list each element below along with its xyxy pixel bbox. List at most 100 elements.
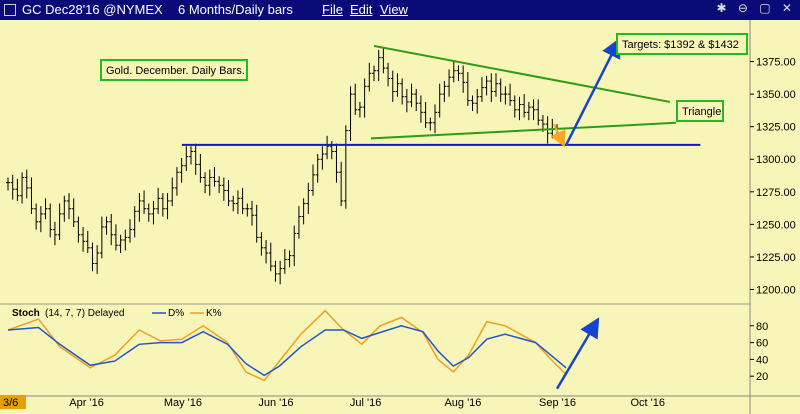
price-bar xyxy=(113,224,118,251)
price-bar xyxy=(343,125,348,209)
annotation-gold: Gold. December. Daily Bars. xyxy=(100,59,248,81)
price-bar xyxy=(128,219,132,243)
price-bar xyxy=(235,190,240,214)
price-bar xyxy=(71,198,76,227)
price-bar xyxy=(348,86,353,142)
time-tick-label: Aug '16 xyxy=(444,397,481,409)
price-bar xyxy=(43,198,48,220)
price-bar xyxy=(404,88,409,113)
price-bar xyxy=(170,177,175,207)
breakdown-arrow xyxy=(550,123,566,148)
time-tick-label: Apr '16 xyxy=(69,397,104,409)
price-bar xyxy=(76,216,81,243)
menu-file[interactable]: File xyxy=(322,2,343,17)
price-tick-label: 1275.00 xyxy=(756,187,796,199)
menu-view[interactable]: View xyxy=(380,2,408,17)
price-bar xyxy=(184,146,189,171)
time-tick-label: 3/6 xyxy=(3,397,18,409)
price-bar xyxy=(381,47,386,74)
price-tick-label: 1300.00 xyxy=(756,154,796,166)
annotation-gold-text: Gold. December. Daily Bars. xyxy=(106,65,245,77)
stoch-name: Stoch xyxy=(12,308,40,319)
price-bar xyxy=(428,117,433,131)
stoch-tick-label: 80 xyxy=(756,321,768,333)
price-bar xyxy=(198,154,203,183)
chart-title[interactable]: GC Dec28'16 @NYMEX xyxy=(22,2,163,17)
price-bar xyxy=(503,86,508,105)
price-bar xyxy=(400,78,405,105)
window-controls[interactable]: ✱ ⊖ ▢ ✕ xyxy=(716,1,796,15)
price-bar xyxy=(418,95,423,123)
price-chart: Stoch (14, 7, 7) Delayed D% K% 1200.00 1225.… xyxy=(0,20,800,414)
annotation-targets-frame xyxy=(616,33,748,55)
overlays: Gold. December. Daily Bars. Targets: $139… xyxy=(100,33,748,148)
price-bar xyxy=(296,206,301,239)
price-bar xyxy=(85,230,90,254)
price-bar xyxy=(221,177,226,201)
price-bar xyxy=(465,71,470,106)
price-bar xyxy=(254,204,259,243)
menu-edit[interactable]: Edit xyxy=(350,2,373,17)
price-bar xyxy=(390,70,395,102)
price-bar xyxy=(104,216,109,235)
price-bar xyxy=(329,141,334,160)
time-tick-label: Jul '16 xyxy=(350,397,381,409)
price-bar xyxy=(489,73,494,102)
stoch-tick-label: 60 xyxy=(756,338,768,350)
annotation-targets: Targets: $1392 & $1432 xyxy=(616,33,748,55)
price-bar xyxy=(123,229,128,251)
annotation-targets-text: Targets: $1392 & $1432 xyxy=(622,39,739,51)
price-bar xyxy=(306,182,311,214)
price-tick-label: 1200.00 xyxy=(756,284,796,296)
window-icon[interactable] xyxy=(4,4,16,16)
price-bar xyxy=(142,190,147,214)
price-bar xyxy=(357,101,362,118)
price-bar xyxy=(353,83,358,115)
price-bar xyxy=(522,94,527,118)
price-bar xyxy=(264,239,269,264)
price-bar xyxy=(320,146,325,170)
price-bar xyxy=(362,78,367,118)
price-bar xyxy=(536,99,541,126)
price-bar xyxy=(90,242,95,272)
price-bar xyxy=(479,77,484,102)
price-bar xyxy=(494,73,498,97)
price-bar xyxy=(442,81,447,102)
price-bar xyxy=(470,95,475,112)
price-bar xyxy=(259,232,264,256)
annotation-triangle-text: Triangle xyxy=(682,106,721,118)
price-bar xyxy=(189,146,193,165)
price-bar xyxy=(146,203,151,222)
date-cursor-box xyxy=(0,395,26,409)
price-panel xyxy=(6,47,559,285)
price-bar xyxy=(179,157,184,183)
price-bar xyxy=(10,174,15,200)
price-bar xyxy=(451,60,456,83)
timeframe-label[interactable]: 6 Months/Daily bars xyxy=(178,2,293,17)
price-bar xyxy=(132,206,137,238)
price-bar xyxy=(461,65,466,93)
price-bar xyxy=(437,83,442,118)
d-legend-label: D% xyxy=(168,308,184,319)
price-bar xyxy=(409,83,414,108)
time-tick-label: May '16 xyxy=(164,397,202,409)
price-bar xyxy=(24,169,29,199)
stoch-tick-label: 40 xyxy=(756,354,768,366)
price-bar xyxy=(526,101,531,121)
price-bar xyxy=(508,83,513,106)
price-bar xyxy=(212,167,217,187)
price-bar xyxy=(245,203,250,217)
title-bar: GC Dec28'16 @NYMEX 6 Months/Daily bars F… xyxy=(0,0,800,20)
price-bar xyxy=(301,198,306,225)
price-bar xyxy=(334,143,339,183)
price-bar xyxy=(137,193,142,222)
price-bar xyxy=(325,135,330,160)
price-bar xyxy=(315,154,320,183)
k-legend-label: K% xyxy=(206,308,222,319)
stoch-arrow xyxy=(555,317,600,390)
axes: 1200.00 1225.00 1250.00 1275.00 1300.00 1325.… xyxy=(0,20,800,414)
price-bar xyxy=(414,88,419,112)
price-bar xyxy=(52,221,57,246)
price-tick-label: 1225.00 xyxy=(756,252,796,264)
time-tick-label: Jun '16 xyxy=(258,397,293,409)
